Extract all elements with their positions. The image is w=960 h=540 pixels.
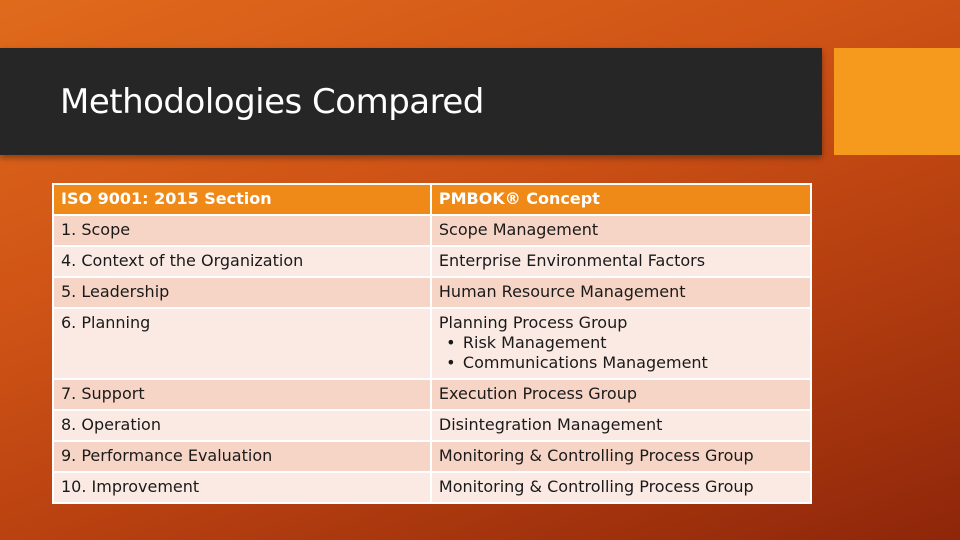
bullet-icon: • — [446, 353, 456, 372]
iso-section-cell: 6. Planning — [52, 307, 432, 380]
pmbok-concept-cell: Monitoring & Controlling Process Group — [429, 471, 813, 504]
table-row: 10. Improvement Monitoring & Controlling… — [52, 471, 813, 504]
slide-title: Methodologies Compared — [60, 82, 484, 122]
table-row: 1. Scope Scope Management — [52, 214, 813, 247]
comparison-table: ISO 9001: 2015 Section PMBOK® Concept 1.… — [52, 183, 813, 504]
bullet-item: • Risk Management — [439, 333, 803, 353]
bullet-text: Risk Management — [462, 333, 607, 352]
iso-section-cell: 1. Scope — [52, 214, 432, 247]
table-row: 5. Leadership Human Resource Management — [52, 276, 813, 309]
table-header-row: ISO 9001: 2015 Section PMBOK® Concept — [52, 183, 813, 216]
concept-text: Planning Process Group — [438, 313, 628, 332]
pmbok-concept-cell: Enterprise Environmental Factors — [429, 245, 813, 278]
pmbok-concept-cell: Disintegration Management — [429, 409, 813, 442]
comparison-table-container: ISO 9001: 2015 Section PMBOK® Concept 1.… — [52, 183, 813, 504]
iso-section-cell: 8. Operation — [52, 409, 432, 442]
table-row: 6. Planning Planning Process Group • Risk… — [52, 307, 813, 380]
bullet-icon: • — [446, 333, 456, 352]
pmbok-concept-cell: Scope Management — [429, 214, 813, 247]
title-bar — [0, 48, 822, 155]
pmbok-concept-cell: Monitoring & Controlling Process Group — [429, 440, 813, 473]
bullet-item: • Communications Management — [439, 353, 803, 373]
iso-section-cell: 4. Context of the Organization — [52, 245, 432, 278]
pmbok-concept-cell: Planning Process Group • Risk Management … — [429, 307, 813, 380]
table-row: 7. Support Execution Process Group — [52, 378, 813, 411]
iso-section-cell: 7. Support — [52, 378, 432, 411]
bullet-text: Communications Management — [462, 353, 708, 372]
iso-section-cell: 10. Improvement — [52, 471, 432, 504]
table-row: 9. Performance Evaluation Monitoring & C… — [52, 440, 813, 473]
table-row: 8. Operation Disintegration Management — [52, 409, 813, 442]
pmbok-concept-cell: Human Resource Management — [429, 276, 813, 309]
iso-section-cell: 9. Performance Evaluation — [52, 440, 432, 473]
table-row: 4. Context of the Organization Enterpris… — [52, 245, 813, 278]
accent-block — [834, 48, 960, 155]
header-pmbok-concept: PMBOK® Concept — [429, 183, 813, 216]
pmbok-concept-cell: Execution Process Group — [429, 378, 813, 411]
iso-section-cell: 5. Leadership — [52, 276, 432, 309]
header-iso-section: ISO 9001: 2015 Section — [52, 183, 432, 216]
